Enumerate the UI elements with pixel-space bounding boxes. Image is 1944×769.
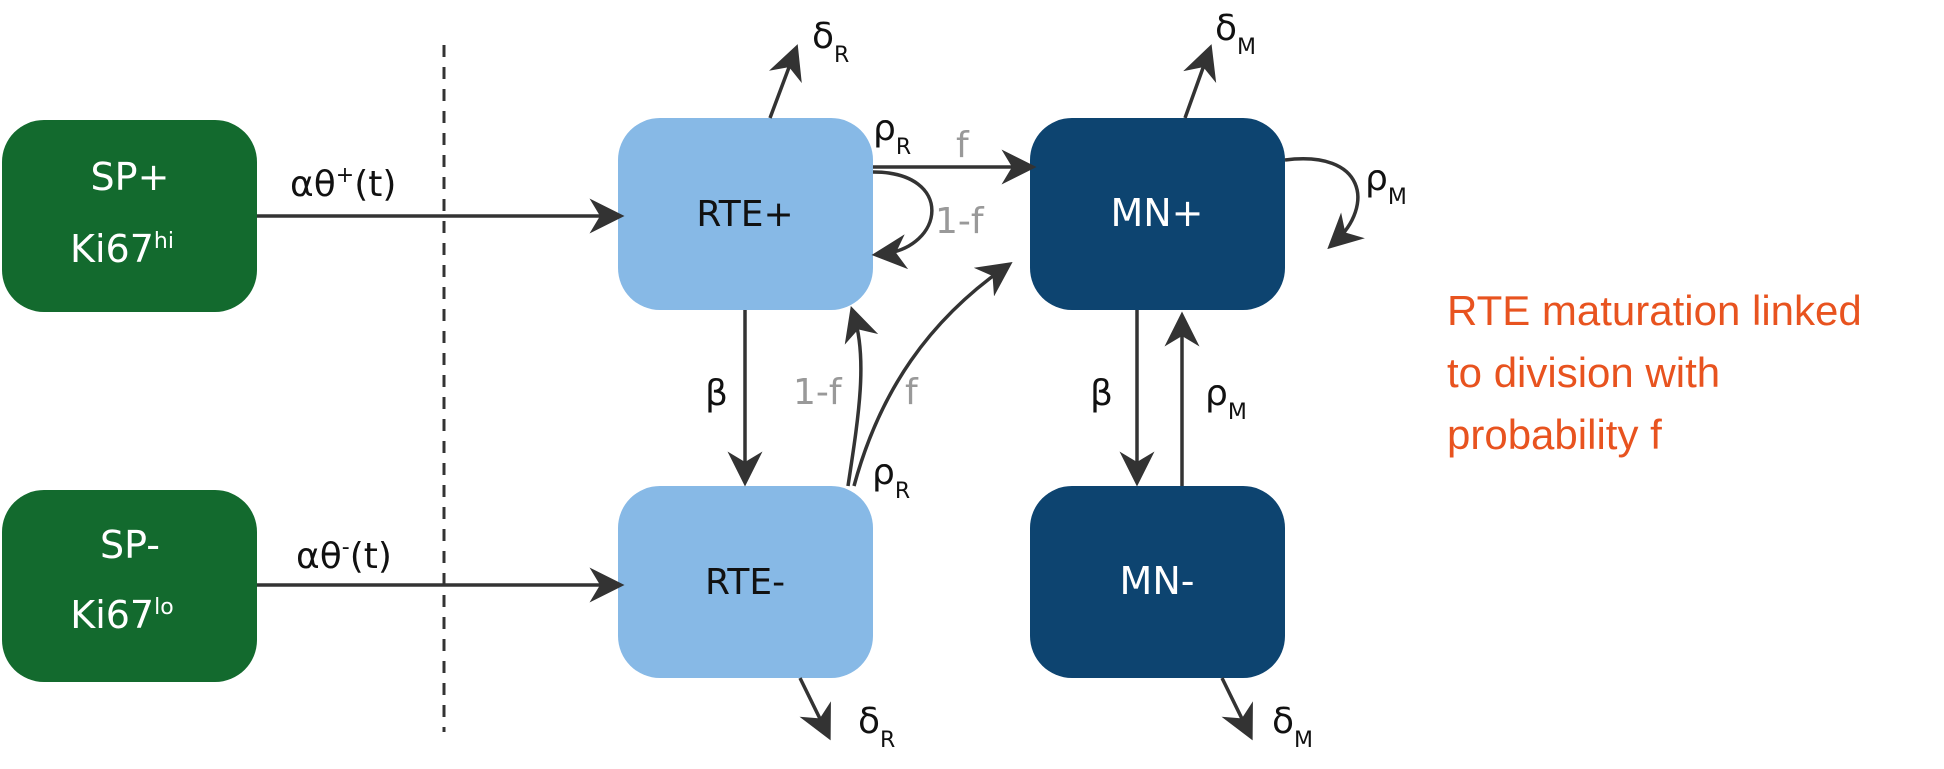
label-rho-r-mid: ρR	[872, 452, 910, 504]
node-rte-minus	[618, 486, 873, 678]
node-mn-plus-label: MN+	[1110, 191, 1203, 235]
arrow-rte-minus-to-mn-plus	[852, 261, 1013, 487]
node-sp-plus-line2: Ki67hi	[70, 227, 174, 271]
node-sp-plus	[2, 120, 257, 312]
arrow-mn-plus-self	[1284, 157, 1365, 250]
node-sp-minus-line1: SP-	[100, 523, 160, 567]
label-f-top: f	[956, 125, 970, 166]
arrow-death-mn-minus	[1220, 677, 1253, 741]
label-one-minus-f-mid: 1-f	[793, 372, 843, 413]
node-mn-plus	[1030, 118, 1285, 310]
note-line-3: probability f	[1447, 411, 1662, 458]
arrow-rte-minus-to-rte-plus	[844, 305, 879, 487]
arrow-rte-plus-self	[871, 170, 934, 270]
node-mn-minus	[1030, 486, 1285, 678]
node-sp-plus-line1: SP+	[91, 155, 170, 199]
label-one-minus-f-top: 1-f	[935, 201, 985, 242]
label-beta-rte: β	[705, 373, 728, 414]
node-rte-plus	[618, 118, 873, 310]
note-line-2: to division with	[1447, 349, 1720, 396]
label-rho-r-top: ρR	[873, 108, 911, 160]
node-sp-minus-line2: Ki67lo	[70, 593, 173, 637]
label-death-mn-plus: δM	[1215, 8, 1256, 60]
arrow-death-rte-minus	[798, 677, 831, 741]
label-rho-m-mid: ρM	[1205, 373, 1247, 425]
label-death-mn-minus: δM	[1272, 701, 1313, 753]
label-f-mid: f	[905, 372, 919, 413]
label-rho-m-self: ρM	[1365, 158, 1407, 210]
label-influx-minus: αθ-(t)	[296, 535, 392, 577]
node-rte-plus-label: RTE+	[696, 194, 793, 235]
label-death-rte-plus: δR	[812, 16, 849, 68]
node-rte-minus-label: RTE-	[705, 562, 785, 603]
node-sp-minus	[2, 490, 257, 682]
label-death-rte-minus: δR	[858, 701, 895, 753]
arrow-death-rte-plus	[768, 44, 802, 119]
arrow-death-mn-plus	[1183, 44, 1217, 119]
label-influx-plus: αθ+(t)	[290, 163, 396, 205]
label-beta-mn: β	[1090, 373, 1113, 414]
node-mn-minus-label: MN-	[1120, 559, 1195, 603]
note-line-1: RTE maturation linked	[1447, 287, 1862, 334]
